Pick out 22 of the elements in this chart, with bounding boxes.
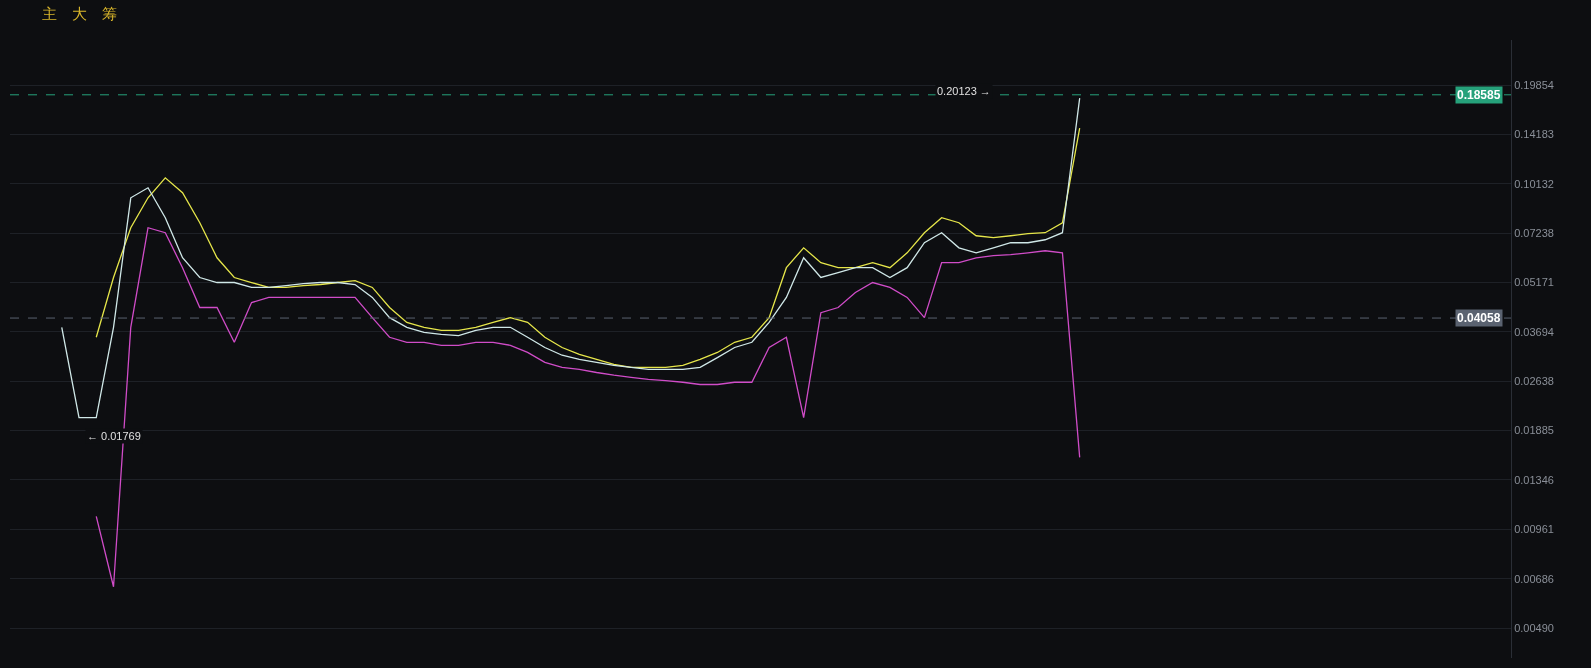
text: 筹 bbox=[102, 5, 117, 23]
text: 大 bbox=[72, 5, 87, 23]
y-tick-label: 0.19854 bbox=[1514, 78, 1554, 91]
y-tick-label: 0.01346 bbox=[1514, 473, 1554, 486]
y-tick-label: 0.00686 bbox=[1514, 572, 1554, 585]
y-tick-label: 0.14183 bbox=[1514, 128, 1554, 141]
y-tick-label: 0.00961 bbox=[1514, 523, 1554, 536]
y-tick-label: 0.01885 bbox=[1514, 424, 1554, 437]
annotation: 0.20123 → bbox=[937, 85, 991, 97]
ref-line-label: 0.04058 bbox=[1457, 311, 1501, 325]
y-tick-label: 0.07238 bbox=[1514, 227, 1554, 239]
annotation: ← 0.01769 bbox=[87, 430, 141, 442]
line-series bbox=[95, 127, 1081, 368]
text: 主 bbox=[42, 5, 57, 23]
y-tick-label: 0.02638 bbox=[1514, 375, 1554, 388]
y-tick-label: 0.03694 bbox=[1514, 325, 1554, 338]
line-series bbox=[95, 227, 1081, 588]
line-series bbox=[61, 97, 1081, 419]
y-tick-label: 0.05171 bbox=[1514, 276, 1554, 289]
y-tick-label: 0.00490 bbox=[1514, 622, 1554, 635]
ref-line-label: 0.18585 bbox=[1457, 88, 1501, 102]
y-tick-label: 0.10132 bbox=[1514, 177, 1554, 190]
